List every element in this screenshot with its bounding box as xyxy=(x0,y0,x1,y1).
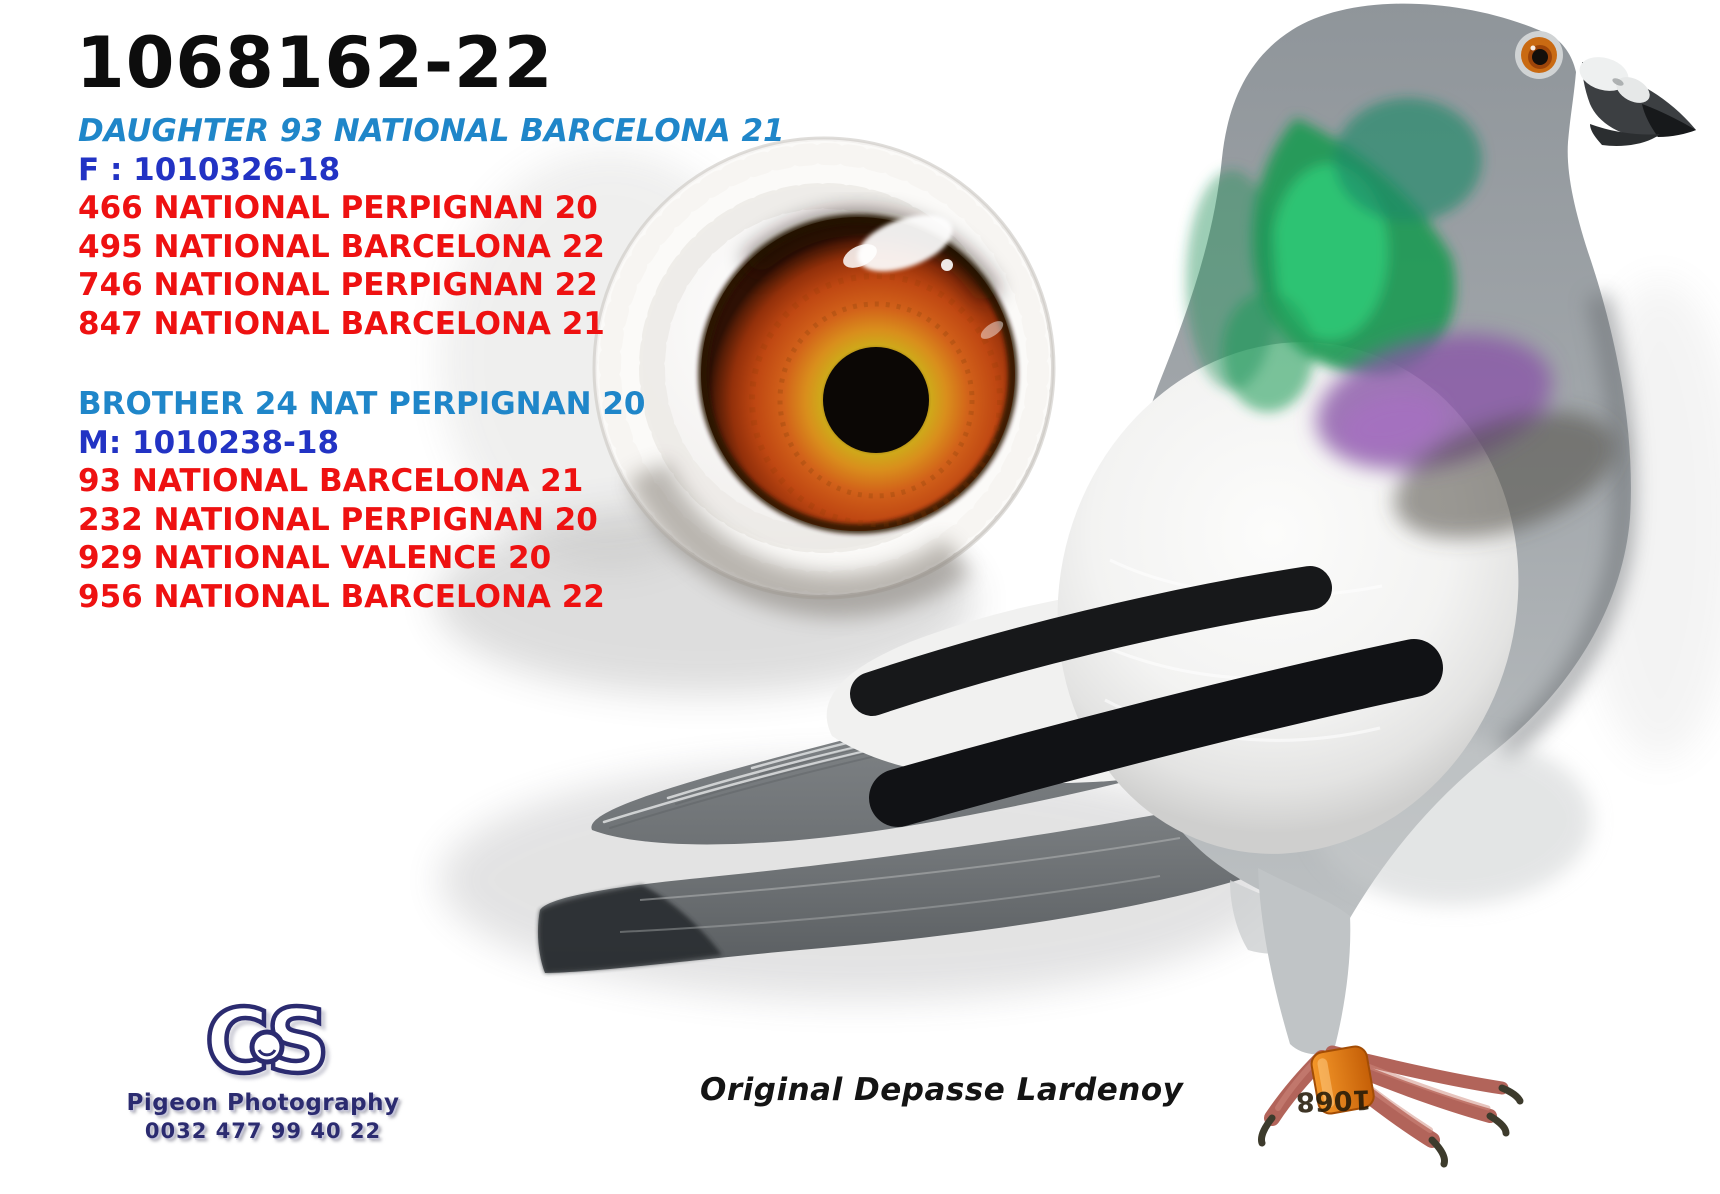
pigeon-beak xyxy=(1579,57,1696,146)
father-pedigree-block: DAUGHTER 93 NATIONAL BARCELONA 21 F : 10… xyxy=(78,112,785,343)
father-ring-id: F : 1010326-18 xyxy=(78,151,341,188)
origin-caption: Original Depasse Lardenoy xyxy=(700,1072,1184,1108)
camera-lens-icon xyxy=(249,1029,285,1065)
leg-ring-band: 1068 xyxy=(1295,1045,1375,1117)
pigeon-head-eye xyxy=(1515,31,1563,79)
cs-logo: CS CS xyxy=(203,990,336,1090)
mother-result-line: 232 NATIONAL PERPIGNAN 20 xyxy=(78,501,598,538)
mother-result-line: 956 NATIONAL BARCELONA 22 xyxy=(78,578,605,615)
mother-ring-id: M: 1010238-18 xyxy=(78,424,340,461)
ring-id-title: 1068162-22 xyxy=(76,22,554,104)
pigeon-eye-photo xyxy=(592,136,1056,618)
father-result-line: 466 NATIONAL PERPIGNAN 20 xyxy=(78,190,598,226)
photographer-name: Pigeon Photography xyxy=(126,1090,400,1116)
father-result-line: 746 NATIONAL PERPIGNAN 22 xyxy=(78,267,598,303)
mother-relation-note: BROTHER 24 NAT PERPIGNAN 20 xyxy=(78,386,646,422)
photographer-phone: 0032 477 99 40 22 xyxy=(144,1119,382,1143)
photographer-logo-block: CS CS Pigeon Photography 0032 477 99 40 … xyxy=(118,990,408,1143)
eye-pupil xyxy=(823,347,929,453)
father-result-line: 847 NATIONAL BARCELONA 21 xyxy=(78,305,605,342)
pigeon-illustration: 1068 xyxy=(537,3,1696,1168)
pigeon-neck-iridescence xyxy=(1186,98,1616,539)
father-relation-note: DAUGHTER 93 NATIONAL BARCELONA 21 xyxy=(78,113,785,149)
mother-result-line: 93 NATIONAL BARCELONA 21 xyxy=(78,463,584,499)
leg-ring-digits: 1068 xyxy=(1295,1083,1371,1117)
mother-pedigree-block: BROTHER 24 NAT PERPIGNAN 20 M: 1010238-1… xyxy=(78,385,645,616)
pigeon-wing-bars xyxy=(850,566,1443,827)
mother-result-line: 929 NATIONAL VALENCE 20 xyxy=(78,540,552,576)
pigeon-thigh xyxy=(1258,868,1351,1055)
pigeon-tail xyxy=(537,795,1277,973)
father-result-line: 495 NATIONAL BARCELONA 22 xyxy=(78,228,605,265)
eye-highlight xyxy=(843,214,1004,339)
